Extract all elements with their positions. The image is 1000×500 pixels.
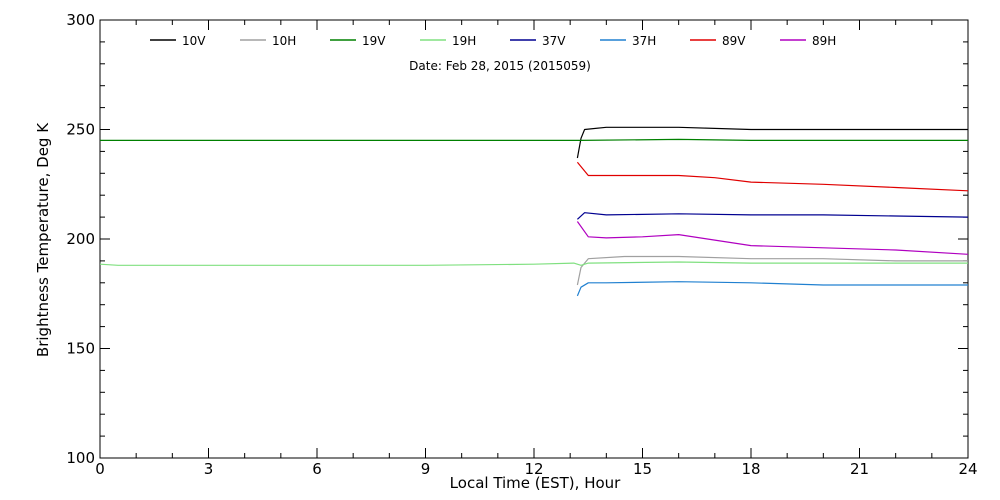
legend-label: 19V xyxy=(362,34,386,48)
series-line-19h xyxy=(99,261,968,266)
plot-frame xyxy=(99,19,969,459)
series-line-10v xyxy=(576,126,968,159)
x-tick-label: 15 xyxy=(633,460,652,478)
axes: 0 3 6 9 12 15 18 21 24 100 150 200 250 300 xyxy=(66,11,977,478)
legend-label: 19H xyxy=(452,34,476,48)
y-tick-label: 200 xyxy=(66,230,95,248)
series-line-37v xyxy=(576,212,969,220)
legend-label: 37V xyxy=(542,34,566,48)
legend-label: 89H xyxy=(812,34,836,48)
x-axis-label: Local Time (EST), Hour xyxy=(450,474,621,492)
series-line-37h xyxy=(576,281,968,297)
series-line-89h xyxy=(576,221,969,255)
x-tick-label: 0 xyxy=(95,460,105,478)
series-line-19v xyxy=(100,138,968,141)
x-tick-label: 21 xyxy=(850,460,869,478)
x-tick-label: 24 xyxy=(958,460,977,478)
series-line-89v xyxy=(576,161,969,192)
x-tick-label: 12 xyxy=(524,460,543,478)
series-line-10h xyxy=(576,255,968,286)
y-tick-label: 150 xyxy=(66,340,95,358)
legend: 10V 10H 19V 19H 37V 37H 89V 89H xyxy=(150,34,836,48)
legend-label: 10V xyxy=(182,34,206,48)
legend-label: 89V xyxy=(722,34,746,48)
y-tick-label: 100 xyxy=(66,449,95,467)
y-tick-label: 250 xyxy=(66,121,95,139)
x-tick-label: 6 xyxy=(312,460,322,478)
y-axis-label: Brightness Temperature, Deg K xyxy=(34,122,52,357)
x-tick-label: 3 xyxy=(204,460,214,478)
legend-label: 37H xyxy=(632,34,656,48)
legend-label: 10H xyxy=(272,34,296,48)
x-tick-label: 9 xyxy=(421,460,431,478)
series-lines xyxy=(99,126,969,297)
date-annotation: Date: Feb 28, 2015 (2015059) xyxy=(409,59,591,73)
x-tick-label: 18 xyxy=(741,460,760,478)
y-tick-label: 300 xyxy=(66,11,95,29)
